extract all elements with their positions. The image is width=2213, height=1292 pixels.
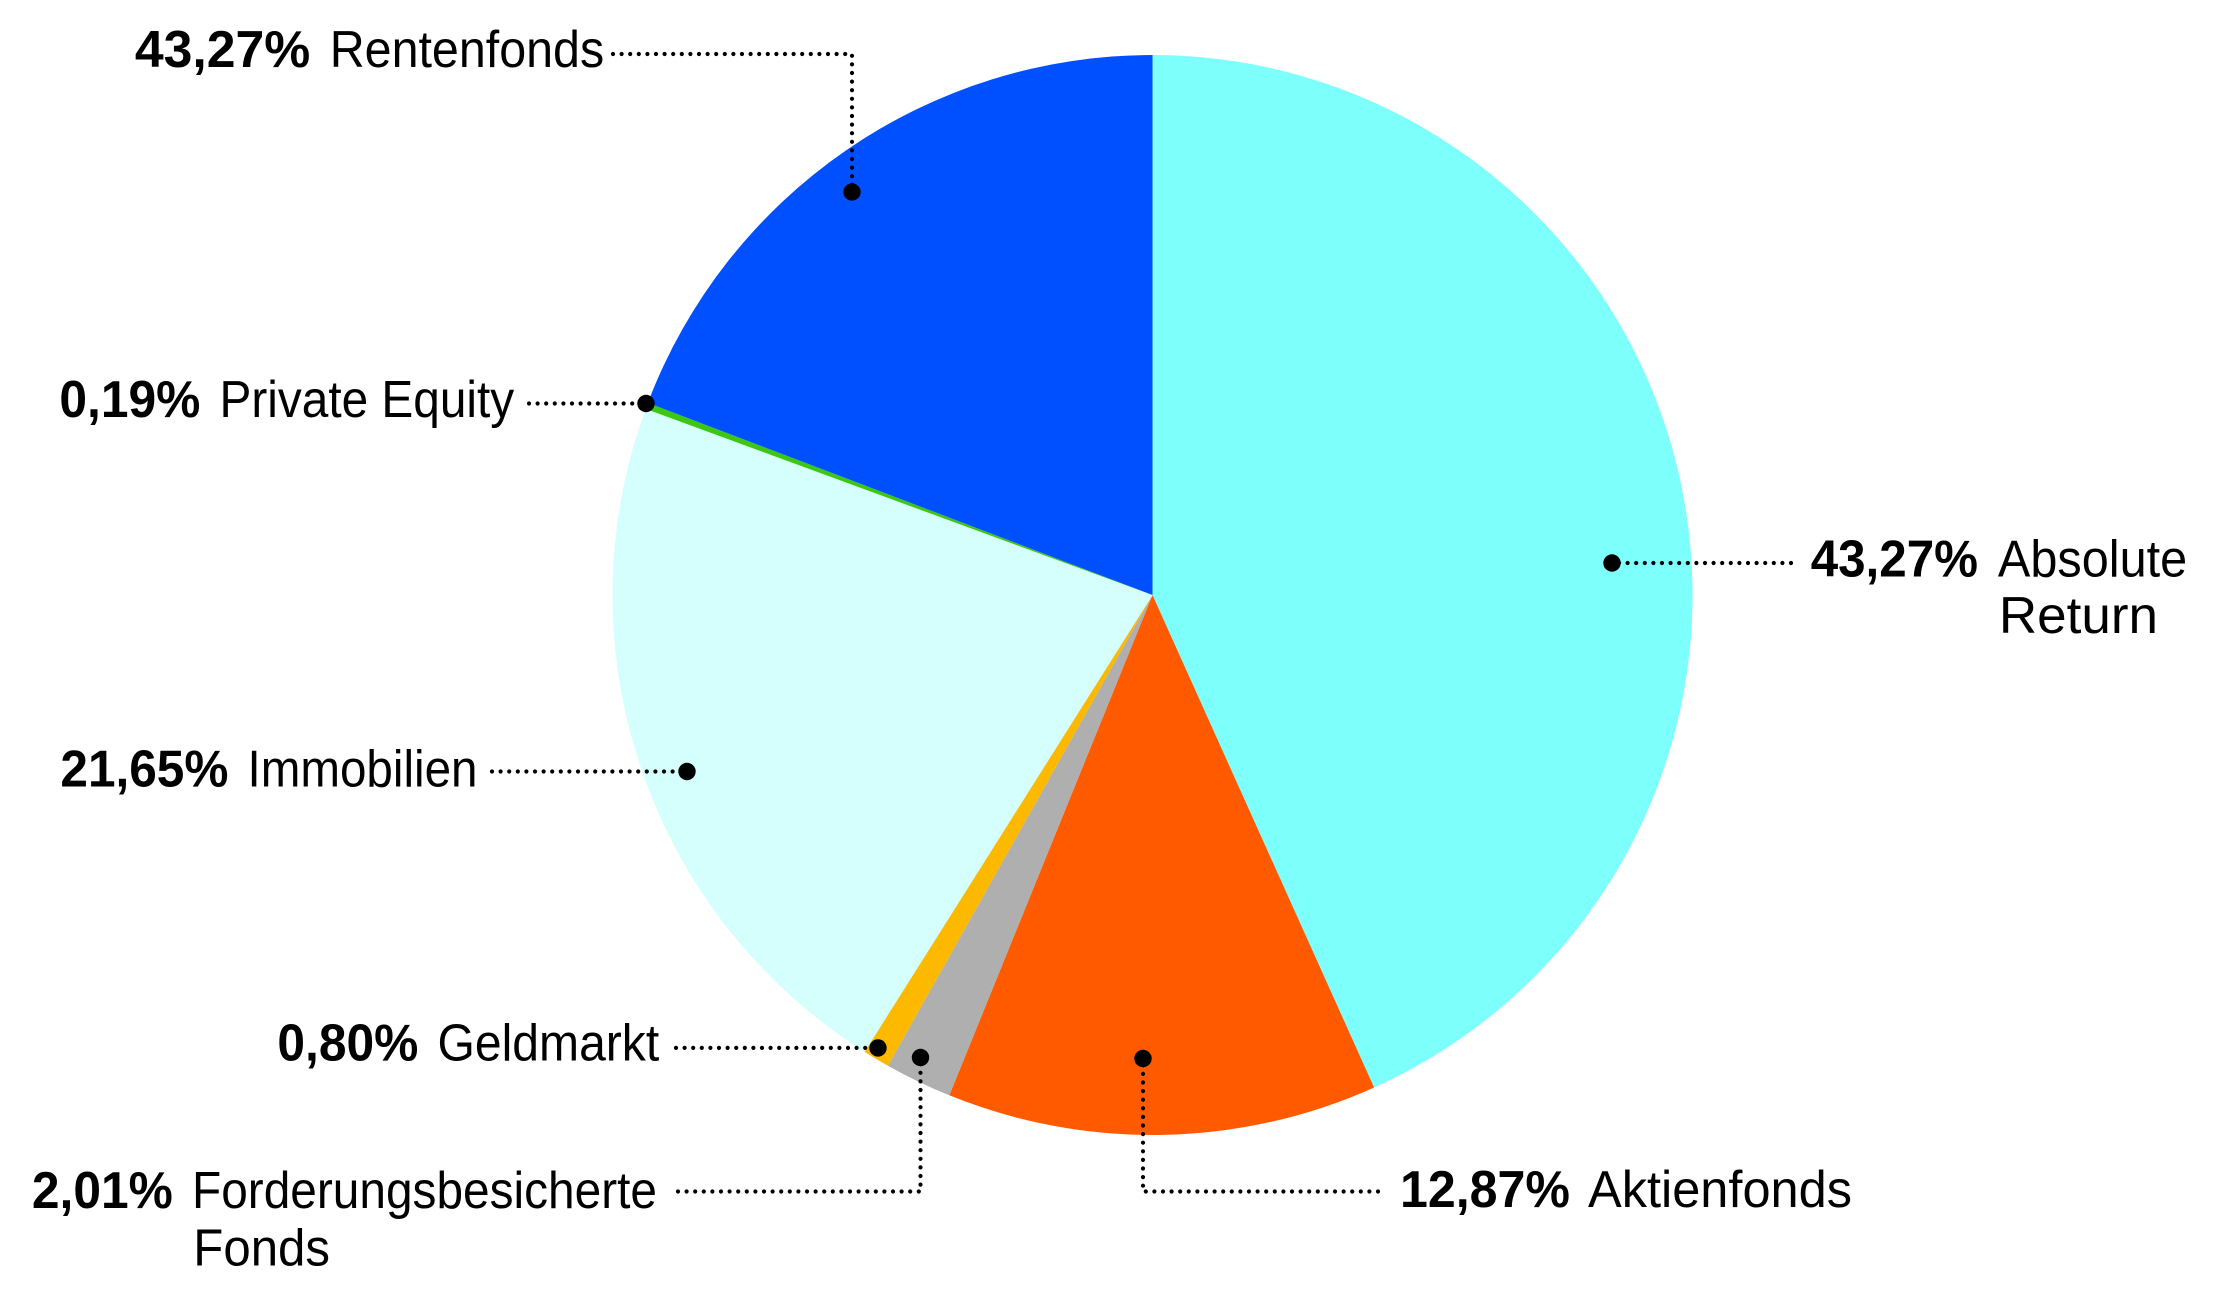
svg-text:21,65%Immobilien: 21,65% Immobilien bbox=[60, 740, 477, 798]
svg-text:0,19%Private Equity: 0,19% Private Equity bbox=[59, 370, 514, 428]
svg-text:12,87%Aktienfonds: 12,87% Aktienfonds bbox=[1400, 1160, 1852, 1218]
svg-text:43,27%Rentenfonds: 43,27% Rentenfonds bbox=[135, 20, 604, 78]
svg-text:Fonds: Fonds bbox=[193, 1218, 330, 1276]
svg-text:Return: Return bbox=[1999, 586, 2158, 644]
svg-text:0,80%Geldmarkt: 0,80% Geldmarkt bbox=[277, 1014, 659, 1072]
svg-text:2,01%Forderungsbesicherte: 2,01% Forderungsbesicherte bbox=[32, 1161, 657, 1219]
svg-text:43,27%Absolute: 43,27% Absolute bbox=[1811, 530, 2188, 588]
